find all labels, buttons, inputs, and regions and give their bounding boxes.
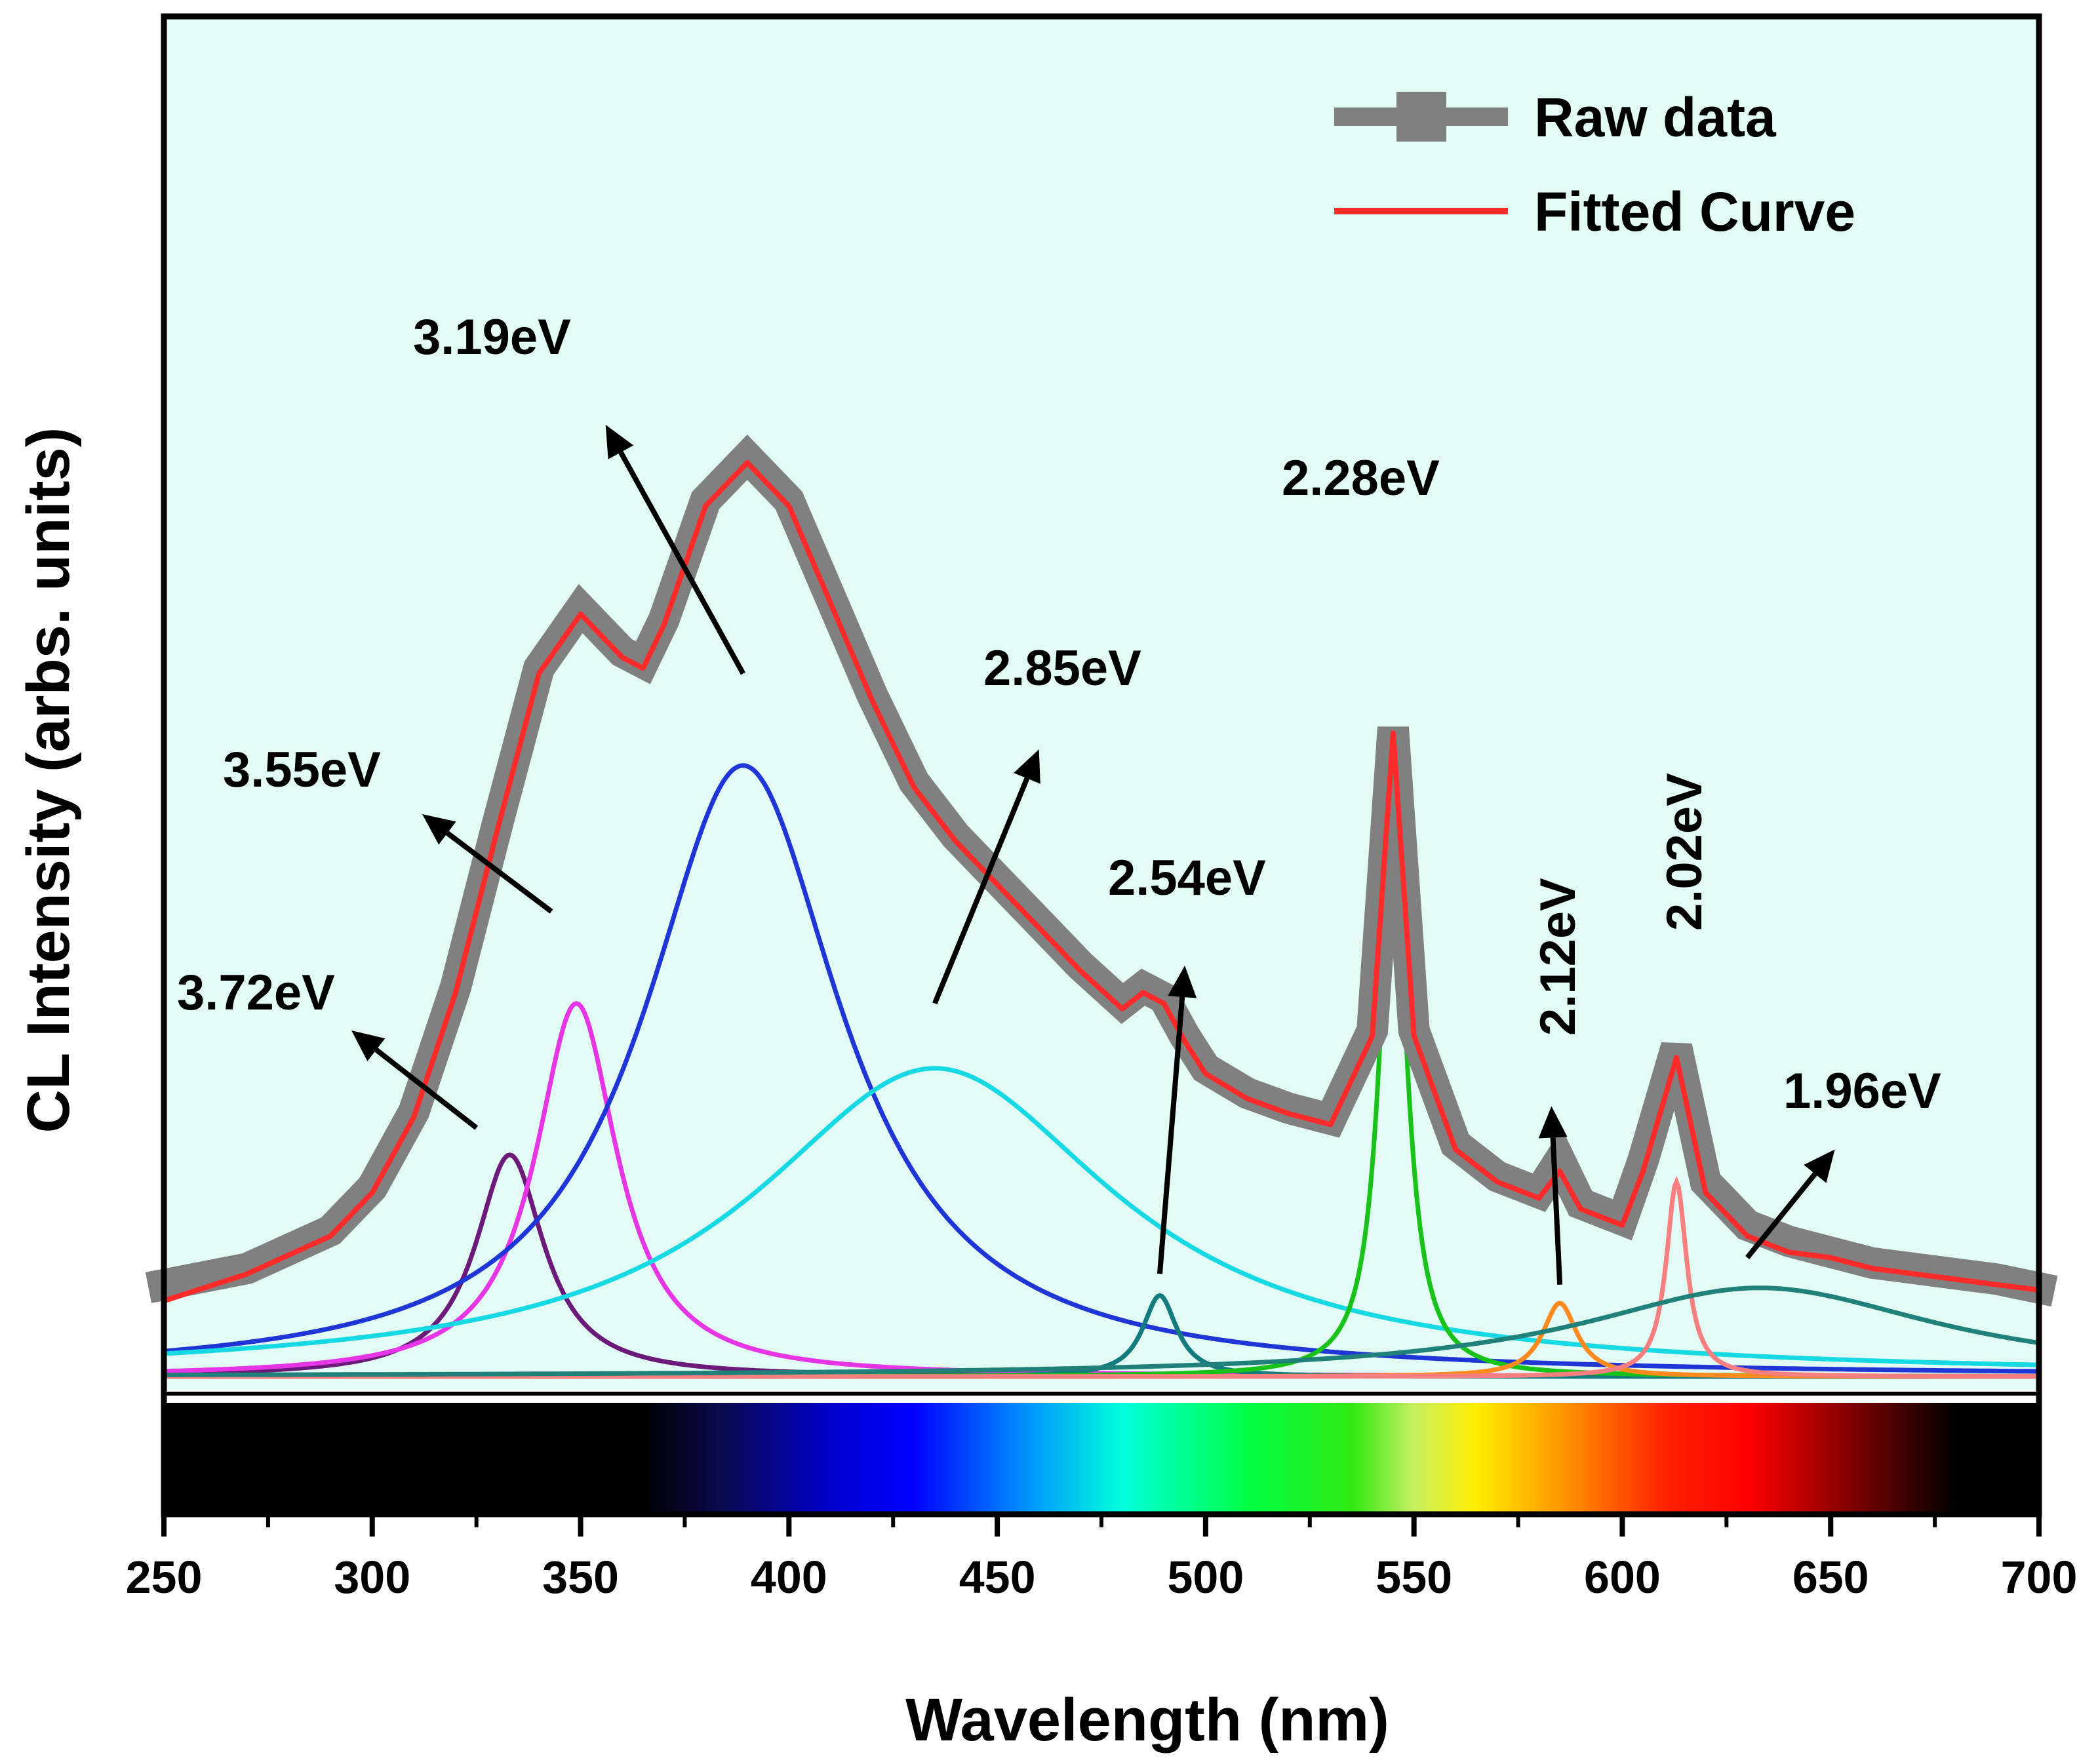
peak-2-54ev-arrow-shaft xyxy=(1157,996,1185,1274)
legend-fit-label: Fitted Curve xyxy=(1534,181,1855,243)
peak-2-85ev-arrow-head xyxy=(1014,749,1040,784)
peak-3-55ev-arrow-shaft xyxy=(445,831,553,914)
peak-1-96ev-arrow-head xyxy=(1804,1149,1835,1183)
legend-raw-marker xyxy=(1396,92,1446,142)
peak-3-55ev-arrow-head xyxy=(422,814,456,845)
peak-label-3-19ev: 3.19eV xyxy=(413,309,571,365)
peak-label-3-72ev: 3.72eV xyxy=(177,965,335,1021)
x-tick-label: 400 xyxy=(751,1552,827,1603)
peak-annotations: 3.72eV 3.55eV 3.19eV 2.85eV 2.54eV 2.28eV 2.12… xyxy=(177,309,1941,1285)
x-tick-label: 350 xyxy=(542,1552,619,1603)
x-tick-label: 650 xyxy=(1792,1552,1869,1603)
y-axis-title: CL Intensity (arbs. units) xyxy=(15,427,82,1133)
component-curve-1-96ev xyxy=(164,1285,2040,1377)
peak-label-2-54ev: 2.54eV xyxy=(1108,850,1266,906)
x-tick-label: 300 xyxy=(334,1552,410,1603)
peak-3-19ev-arrow-head xyxy=(605,425,634,460)
component-curve-2-85ev xyxy=(163,1066,2039,1367)
peak-label-2-28ev: 2.28eV xyxy=(1282,450,1440,506)
peak-1-96ev-arrow-shaft xyxy=(1745,1172,1817,1260)
plot-area xyxy=(164,16,2039,1390)
x-axis-ticks: 250 300 350 400 450 500 550 600 650 700 xyxy=(126,1514,2078,1603)
component-curve-2-02ev xyxy=(164,1175,2039,1379)
peak-label-3-55ev: 3.55eV xyxy=(223,742,381,798)
x-tick-label: 500 xyxy=(1167,1552,1244,1603)
x-tick-label: 700 xyxy=(2001,1552,2078,1603)
peak-2-85ev-arrow-shaft xyxy=(932,777,1030,1005)
x-tick-label: 250 xyxy=(126,1552,203,1603)
peak-3-72ev-arrow-shaft xyxy=(374,1048,479,1130)
fitted-curve-series xyxy=(163,460,2040,1304)
x-tick-label: 450 xyxy=(959,1552,1036,1603)
x-axis-title: Wavelength (nm) xyxy=(905,1687,1389,1754)
legend: Raw data Fitted Curve xyxy=(1334,87,1855,243)
peak-3-72ev-arrow-head xyxy=(351,1030,386,1061)
peak-2-12ev-arrow-head xyxy=(1538,1106,1568,1139)
x-tick-label: 550 xyxy=(1376,1552,1452,1603)
peak-label-2-02ev: 2.02eV xyxy=(1657,773,1712,931)
peak-2-12ev-arrow-shaft xyxy=(1550,1137,1563,1285)
peak-label-1-96ev: 1.96eV xyxy=(1783,1063,1941,1119)
wavelength-color-bar xyxy=(164,1403,2039,1514)
peak-3-19ev-arrow-shaft xyxy=(618,451,745,675)
peak-label-2-85ev: 2.85eV xyxy=(983,640,1141,696)
peak-label-2-12ev: 2.12eV xyxy=(1530,878,1586,1036)
legend-raw-label: Raw data xyxy=(1534,87,1777,148)
peak-2-54ev-arrow-head xyxy=(1168,966,1197,998)
x-tick-label: 600 xyxy=(1584,1552,1661,1603)
fitted-components xyxy=(163,763,2040,1396)
fitted-curve-line xyxy=(163,460,2040,1304)
